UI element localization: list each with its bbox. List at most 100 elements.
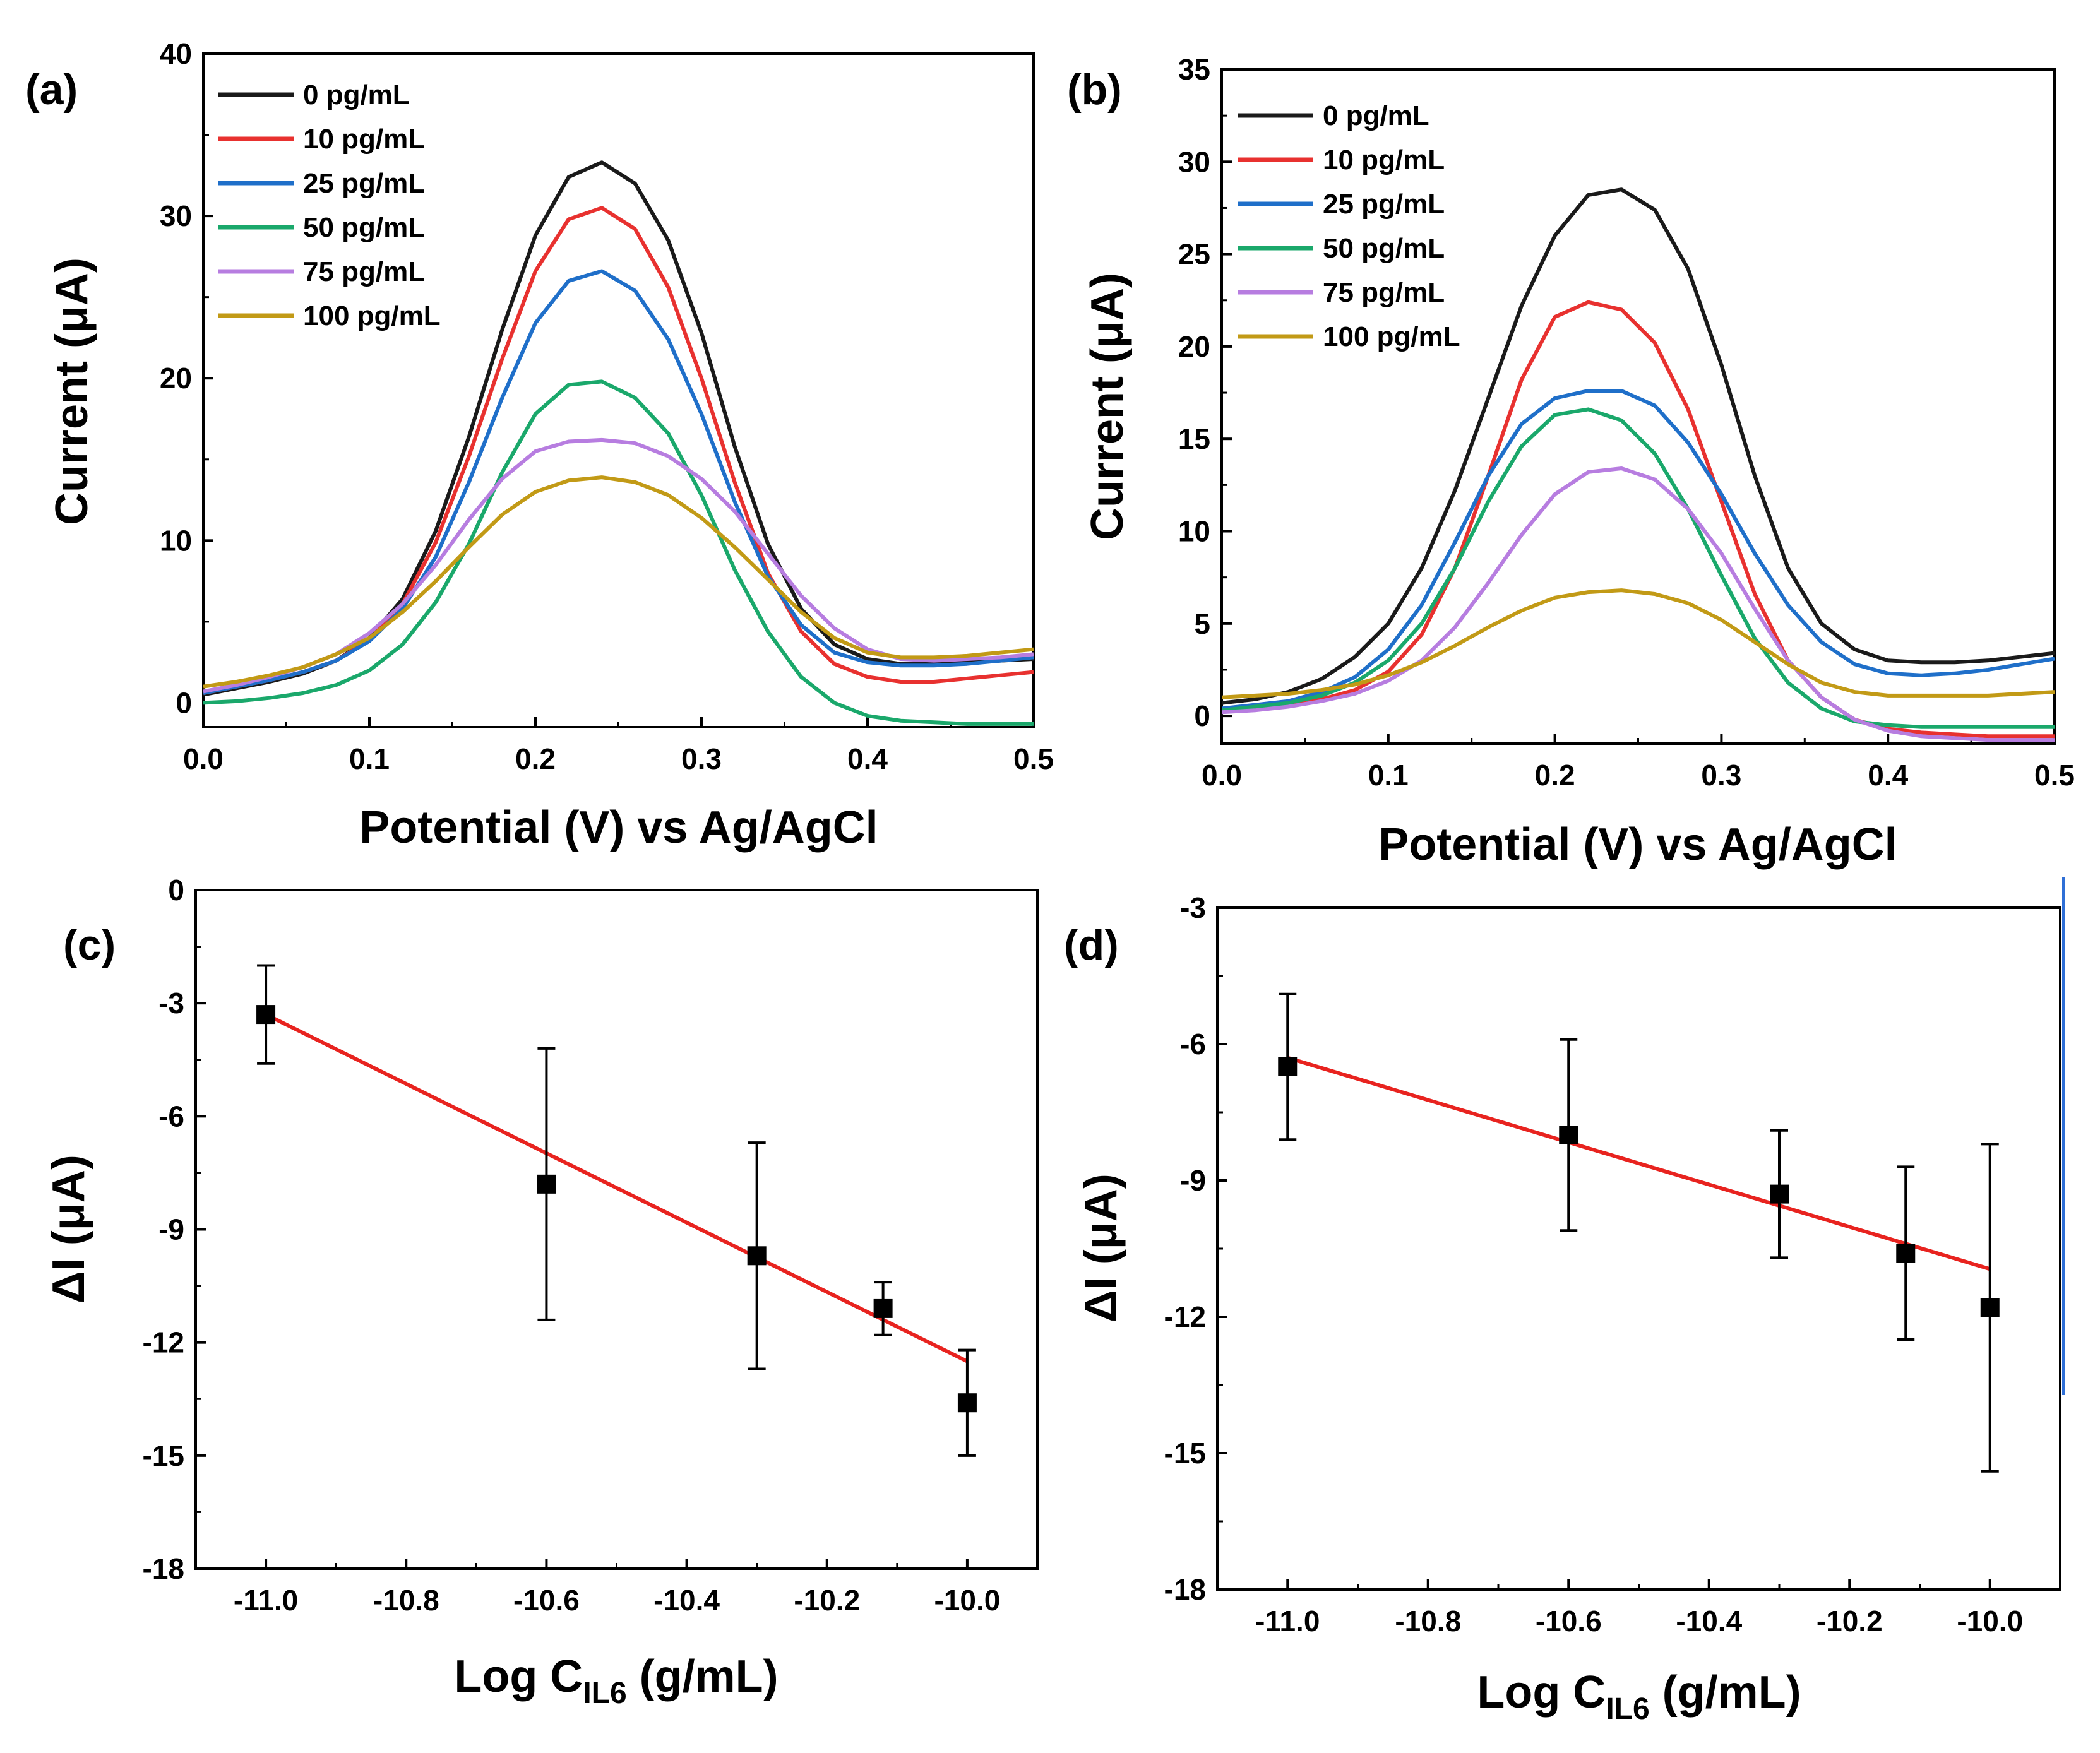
y-tick-label: -6 [1180,1028,1206,1061]
x-tick-label: -10.0 [1957,1605,2023,1637]
y-tick-label: -3 [1180,891,1206,924]
y-tick-label: -18 [143,1552,184,1585]
x-axis-label-unit: (g/mL) [1650,1667,1801,1718]
series-line-0-pg-ml [1222,187,2055,705]
y-tick-label: -15 [143,1439,184,1472]
y-tick-label: 25 [1178,238,1210,271]
legend-label: 75 pg/mL [303,256,425,287]
y-tick-label: 30 [1178,145,1210,178]
x-axis-label-subscript: IL6 [583,1677,626,1710]
y-tick-label: 0 [176,686,192,719]
panel-d: -3 -6 -9 -12 -15 -18 -11.0 -10.8 -10.6 -10.4 -10.2… [1064,891,2061,1726]
data-point [747,1246,767,1266]
legend-label: 10 pg/mL [1323,145,1445,175]
x-tick-label: 0.4 [847,742,888,775]
x-tick-label: -10.6 [1536,1605,1602,1637]
x-tick-label: -10.0 [934,1584,1000,1617]
panel-label: (b) [1067,66,1122,114]
y-tick-label: 35 [1178,53,1210,86]
y-tick-label: -18 [1164,1573,1206,1606]
x-tick-label: 0.2 [515,742,556,775]
x-axis-label: Log CIL6 (g/mL) [1477,1667,1801,1726]
data-point [1770,1184,1789,1204]
x-tick-label: 0.0 [1202,759,1242,792]
x-tick-label: 0.2 [1535,759,1575,792]
x-tick-label: -11.0 [234,1584,298,1617]
x-tick-label: 0.1 [349,742,390,775]
y-tick-label: 0 [168,874,184,906]
data-point [873,1298,893,1318]
data-point [256,1005,276,1025]
x-tick-label: 0.4 [1868,759,1908,792]
y-tick-label: 10 [1178,515,1210,548]
x-axis-label-main: Log C [454,1651,583,1702]
fit-line [265,1013,969,1364]
x-tick-label: 0.5 [2034,759,2075,792]
legend-label: 0 pg/mL [1323,100,1429,131]
data-point [957,1393,977,1413]
plot-frame [194,889,1039,1570]
legend-label: 75 pg/mL [1323,277,1445,308]
x-axis-label-main: Log C [1477,1667,1606,1718]
y-tick-label: 15 [1178,422,1210,455]
y-axis-label: ΔI (μA) [44,1155,94,1304]
series-line-100-pg-ml [1222,588,2055,699]
x-tick-label: -10.2 [1817,1605,1883,1637]
legend: 0 pg/mL 10 pg/mL 25 pg/mL 50 pg/mL 75 pg/mL 1… [218,80,441,331]
y-tick-label: 0 [1194,699,1210,732]
series-line-10-pg-ml [1222,300,2055,739]
legend-label: 0 pg/mL [303,80,410,110]
y-tick-label: -15 [1164,1437,1206,1470]
series-line-50-pg-ml [1222,407,2055,729]
y-tick-label: 20 [1178,330,1210,363]
legend: 0 pg/mL 10 pg/mL 25 pg/mL 50 pg/mL 75 pg/mL 1… [1238,100,1460,352]
x-axis-label: Potential (V) vs Ag/AgCl [1378,819,1897,870]
panel-a: 0 10 20 30 40 0.0 0.1 0.2 0.3 0.4 0.5 (a) Current (μ… [25,37,1054,853]
y-tick-label: -12 [143,1326,184,1359]
y-tick-label: 30 [160,199,192,232]
x-tick-label: -10.4 [1676,1605,1742,1637]
y-tick-label: -9 [1180,1164,1206,1197]
y-axis-label: Current (μA) [47,258,97,525]
panel-label: (a) [25,66,78,114]
legend-label: 25 pg/mL [303,168,425,199]
data-point [537,1174,556,1194]
x-tick-label: 0.3 [681,742,722,775]
data-point [1980,1298,2000,1317]
panel-label: (d) [1064,921,1119,969]
x-axis-label: Log CIL6 (g/mL) [454,1651,778,1710]
y-tick-label: 10 [160,524,192,557]
y-tick-label: 20 [160,362,192,395]
y-tick-label: -9 [158,1213,184,1246]
series-line-75-pg-ml [1222,466,2055,742]
y-tick-label: -12 [1164,1300,1206,1333]
legend-label: 50 pg/mL [1323,233,1445,264]
legend-label: 100 pg/mL [303,300,441,331]
y-tick-label: -6 [158,1100,184,1132]
x-tick-label: 0.3 [1701,759,1741,792]
data-point [1559,1126,1578,1144]
series-line-100-pg-ml [203,475,1034,689]
x-tick-label: 0.5 [1013,742,1054,775]
plot-frame [1216,906,2061,1591]
x-tick-label: -10.8 [1395,1605,1461,1637]
y-tick-label: -3 [158,987,184,1019]
x-tick-label: 0.0 [183,742,224,775]
x-axis-label: Potential (V) vs Ag/AgCl [359,802,878,853]
y-tick-label: 40 [160,37,192,70]
series-line-50-pg-ml [203,379,1034,726]
x-tick-label: -11.0 [1255,1605,1320,1637]
y-axis-label: ΔI (μA) [1076,1174,1126,1322]
y-axis-label: Current (μA) [1082,273,1133,540]
series-line-25-pg-ml [203,269,1034,695]
legend-label: 25 pg/mL [1323,189,1445,220]
series-line-75-pg-ml [203,437,1034,694]
panel-c: 0 -3 -6 -9 -12 -15 -18 -11.0 -10.8 -10.6 -10.4 -10.… [44,874,1039,1710]
x-tick-label: -10.6 [513,1584,580,1617]
legend-label: 50 pg/mL [303,212,425,243]
panel-b: 0 5 10 15 20 25 30 35 0.0 0.1 0.2 0.3 0.4 0.5 (b) Curre… [1067,53,2075,870]
panel-label: (c) [63,921,116,969]
x-tick-label: -10.2 [794,1584,860,1617]
y-tick-label: 5 [1194,607,1210,640]
